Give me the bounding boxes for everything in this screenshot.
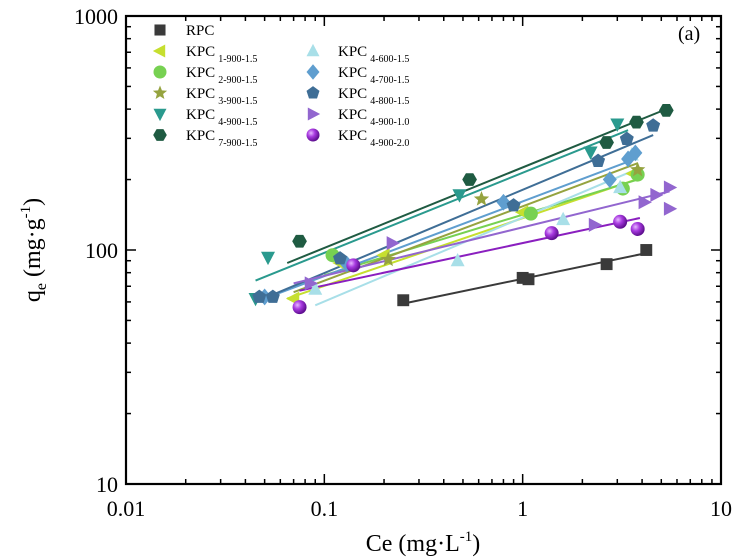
axis-ticks <box>125 16 721 485</box>
point-kpc-4-600-1-5 <box>613 179 628 194</box>
legend-marker-kpc-3-900-1-5 <box>152 85 168 100</box>
point-kpc-4-900-1-0 <box>663 180 678 195</box>
point-kpc-4-900-1-0 <box>304 276 319 291</box>
point-kpc-4-800-1-5 <box>506 198 521 212</box>
point-kpc-4-900-1-0 <box>650 187 664 202</box>
x-tick-label: 1 <box>517 496 528 521</box>
legend-label-kpc-4-600-1-5: KPC 4-600-1.5 <box>338 44 409 65</box>
x-tick-label: 0.1 <box>311 496 339 521</box>
point-kpc-4-900-2-0 <box>613 214 628 229</box>
point-kpc-4-900-1-0 <box>386 236 400 251</box>
point-kpc-7-900-1-5 <box>658 104 674 117</box>
legend-label-kpc-4-800-1-5: KPC 4-800-1.5 <box>338 86 409 107</box>
legend-label-kpc-1-900-1-5: KPC 1-900-1.5 <box>186 44 257 65</box>
point-kpc-4-900-1-0 <box>663 201 678 216</box>
point-kpc-4-800-1-5 <box>619 131 634 145</box>
x-axis-title: Ce (mg·L-1) <box>366 529 481 557</box>
point-kpc-2-900-1-5 <box>630 167 645 182</box>
legend-marker-kpc-4-600-1-5 <box>306 43 320 57</box>
point-kpc-4-900-2-0 <box>544 226 559 241</box>
point-rpc <box>600 258 613 271</box>
point-kpc-4-900-2-0 <box>292 300 307 315</box>
point-kpc-4-800-1-5 <box>591 153 606 167</box>
point-kpc-4-700-1-5 <box>621 150 636 168</box>
point-kpc-4-600-1-5 <box>450 253 465 267</box>
point-kpc-3-900-1-5 <box>380 251 396 267</box>
legend-marker-kpc-2-900-1-5 <box>153 65 167 79</box>
point-kpc-4-600-1-5 <box>556 211 571 226</box>
y-axis-title: qe (mg·g-1) <box>18 198 50 302</box>
legend-marker-kpc-4-800-1-5 <box>306 86 320 99</box>
legend-label-kpc-4-900-2-0: KPC 4-900-2.0 <box>338 128 409 149</box>
legend-marker-kpc-4-700-1-5 <box>306 64 320 80</box>
point-kpc-7-900-1-5 <box>292 234 307 248</box>
legend-label-kpc-7-900-1-5: KPC 7-900-1.5 <box>186 128 257 149</box>
point-kpc-4-800-1-5 <box>646 118 661 132</box>
point-kpc-4-800-1-5 <box>265 289 280 303</box>
y-tick-label: 1000 <box>74 4 118 29</box>
point-kpc-4-900-1-5 <box>583 146 598 160</box>
x-tick-label: 10 <box>710 496 732 521</box>
legend-marker-kpc-4-900-1-0 <box>307 107 321 121</box>
point-kpc-4-900-2-0 <box>346 258 361 273</box>
point-rpc <box>397 294 410 307</box>
legend-label-kpc-3-900-1-5: KPC 3-900-1.5 <box>186 86 257 107</box>
legend-label-kpc-4-900-1-0: KPC 4-900-1.0 <box>338 107 409 128</box>
y-tick-label: 100 <box>85 238 118 263</box>
point-rpc <box>522 273 535 286</box>
point-kpc-7-900-1-5 <box>599 136 614 149</box>
legend-marker-kpc-1-900-1-5 <box>152 44 166 58</box>
point-kpc-4-900-1-5 <box>610 118 625 132</box>
point-kpc-3-900-1-5 <box>630 161 646 177</box>
point-kpc-4-800-1-5 <box>252 289 267 303</box>
point-kpc-7-900-1-5 <box>629 115 644 129</box>
fit-line-kpc-4-600-1-5 <box>314 169 634 307</box>
plot-frame <box>124 14 723 486</box>
point-kpc-4-900-1-5 <box>261 251 276 266</box>
point-kpc-3-900-1-5 <box>473 191 490 206</box>
y-tick-label: 10 <box>96 472 118 497</box>
fit-line-kpc-4-800-1-5 <box>255 134 654 303</box>
point-kpc-4-700-1-5 <box>628 144 643 162</box>
point-kpc-2-900-1-5 <box>523 206 538 221</box>
legend-marker-kpc-4-900-1-5 <box>153 108 167 122</box>
fit-line-kpc-1-900-1-5 <box>286 179 634 300</box>
legend-marker-kpc-4-900-2-0 <box>306 128 320 142</box>
legend-label-kpc-4-700-1-5: KPC 4-700-1.5 <box>338 65 409 86</box>
legend-label-kpc-4-900-1-5: KPC 4-900-1.5 <box>186 107 257 128</box>
x-tick-label: 0.01 <box>107 496 146 521</box>
fit-line-kpc-7-900-1-5 <box>286 108 667 264</box>
fit-line-kpc-2-900-1-5 <box>324 178 638 277</box>
data-markers <box>248 104 678 315</box>
point-kpc-4-700-1-5 <box>602 171 617 188</box>
point-kpc-4-900-1-0 <box>588 217 603 232</box>
point-kpc-7-900-1-5 <box>462 173 477 186</box>
point-kpc-4-900-2-0 <box>630 221 645 236</box>
tick-labels: 0.01 0.1 1 10 10 100 1000 <box>74 4 732 521</box>
legend-label-kpc-2-900-1-5: KPC 2-900-1.5 <box>186 65 257 86</box>
point-kpc-4-800-1-5 <box>333 251 348 265</box>
point-kpc-4-900-1-0 <box>638 195 652 210</box>
panel-label: (a) <box>678 23 700 45</box>
fit-line-kpc-4-900-2-0 <box>299 217 641 292</box>
point-kpc-4-900-1-5 <box>452 189 467 203</box>
legend-marker-rpc <box>154 24 166 36</box>
point-kpc-4-600-1-5 <box>308 281 323 295</box>
fit-line-kpc-4-900-1-5 <box>255 129 629 282</box>
point-rpc <box>640 244 653 256</box>
point-kpc-4-700-1-5 <box>496 193 511 211</box>
legend-marker-kpc-7-900-1-5 <box>153 129 167 141</box>
legend-label-rpc: RPC <box>186 23 214 39</box>
